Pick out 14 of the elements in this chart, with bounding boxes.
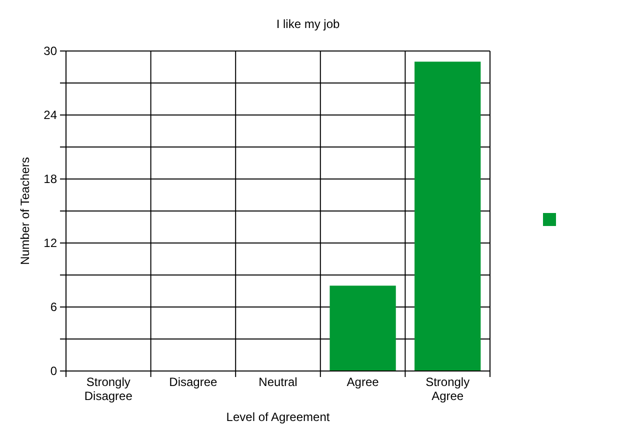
y-axis-title: Number of Teachers (18, 157, 32, 265)
chart-title: I like my job (276, 17, 340, 31)
y-tick-label: 18 (44, 172, 58, 186)
y-tick-label: 12 (44, 236, 58, 250)
x-tick-label: Agree (346, 375, 380, 389)
x-tick-label: Strongly Disagree (84, 375, 133, 403)
x-tick-label: Strongly Agree (426, 375, 470, 403)
y-tick-label: 30 (44, 44, 58, 58)
y-tick-label: 6 (50, 300, 58, 314)
y-tick-label: 24 (44, 108, 58, 122)
y-tick-label: 0 (50, 364, 58, 378)
x-tick-label: Disagree (169, 375, 218, 389)
x-axis-title: Level of Agreement (226, 410, 330, 424)
x-tick-label: Neutral (258, 375, 298, 389)
